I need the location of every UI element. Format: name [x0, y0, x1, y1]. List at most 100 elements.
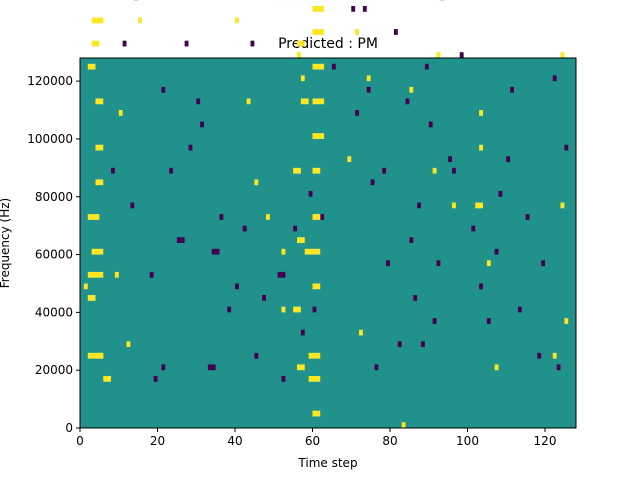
heatmap-cell-low — [460, 52, 464, 58]
heatmap-cell-high — [347, 156, 351, 162]
heatmap-cell-high — [301, 75, 305, 81]
heatmap-cell-high — [409, 87, 413, 93]
heatmap-cell-high — [247, 98, 251, 104]
heatmap-cell-high — [313, 98, 325, 104]
heatmap-cell-low — [518, 307, 522, 313]
y-axis-label: Frequency (Hz) — [0, 198, 12, 289]
heatmap-cell-low — [413, 295, 417, 301]
heatmap-cell-low — [406, 98, 410, 104]
x-tick-label: 0 — [76, 434, 84, 448]
heatmap-cell-high — [313, 411, 321, 417]
heatmap-cell-low — [386, 260, 390, 266]
heatmap-cell-low — [189, 145, 193, 151]
y-tick-label: 80000 — [35, 190, 73, 204]
heatmap-cell-high — [475, 203, 483, 209]
heatmap-cell-low — [154, 376, 158, 382]
chart-title: Predicted : PM — [278, 36, 378, 52]
heatmap-cell-high — [115, 272, 119, 278]
heatmap-cell-low — [537, 353, 541, 359]
heatmap-cell-low — [185, 41, 189, 47]
heatmap-cell-high — [96, 98, 104, 104]
heatmap-cell-low — [196, 98, 200, 104]
heatmap-cell-high — [92, 41, 100, 47]
x-tick-label: 40 — [227, 434, 242, 448]
y-tick-label: 120000 — [27, 74, 73, 88]
heatmap-cell-high — [103, 376, 111, 382]
heatmap-cell-high — [553, 353, 557, 359]
heatmap-cell-low — [161, 87, 165, 93]
heatmap-cell-high — [564, 318, 568, 324]
heatmap-cell-high — [313, 6, 325, 12]
heatmap-cell-high — [355, 29, 359, 35]
y-tick-label: 0 — [65, 421, 73, 435]
heatmap-cell-high — [309, 353, 321, 359]
heatmap-cell-high — [297, 41, 305, 47]
heatmap-cell-high — [92, 18, 104, 24]
heatmap-cell-low — [371, 179, 375, 185]
heatmap-cell-low — [557, 364, 561, 370]
heatmap-cell-high — [293, 307, 301, 313]
heatmap-cell-low — [320, 214, 324, 220]
heatmap-cell-low — [394, 29, 398, 35]
heatmap-cell-low — [367, 87, 371, 93]
heatmap-cell-low — [235, 283, 239, 289]
heatmap-cell-low — [487, 318, 491, 324]
heatmap-cell-low — [212, 249, 220, 255]
heatmap-cell-high — [561, 203, 565, 209]
x-tick-label: 120 — [534, 434, 557, 448]
heatmap-cell-high — [88, 272, 104, 278]
heatmap-cell-low — [200, 122, 204, 128]
heatmap-cell-high — [254, 179, 258, 185]
heatmap-cell-low — [262, 295, 266, 301]
heatmap-cell-high — [282, 307, 286, 313]
heatmap-cell-high — [452, 203, 456, 209]
heatmap-cell-high — [84, 283, 88, 289]
heatmap-cell-low — [471, 226, 475, 232]
heatmap-cell-high — [437, 52, 441, 58]
heatmap-cell-low — [433, 318, 437, 324]
heatmap-cell-high — [313, 283, 321, 289]
heatmap-cell-low — [111, 168, 115, 174]
heatmap-cell-low — [541, 260, 545, 266]
x-tick-label: 80 — [382, 434, 397, 448]
heatmap-cell-high — [309, 376, 321, 382]
heatmap-cell-low — [293, 226, 297, 232]
heatmap-cell-low — [363, 6, 367, 12]
x-axis-label: Time step — [297, 456, 357, 470]
y-tick-label: 40000 — [35, 305, 73, 319]
heatmap-cell-high — [138, 18, 142, 24]
heatmap-cell-low — [130, 203, 134, 209]
heatmap-cell-low — [123, 41, 127, 47]
x-tick-label: 20 — [150, 434, 165, 448]
heatmap-cell-low — [351, 6, 355, 12]
heatmap-cell-low — [278, 272, 286, 278]
heatmap-cell-high — [433, 168, 437, 174]
heatmap-cell-high — [297, 364, 305, 370]
heatmap-cell-high — [495, 364, 499, 370]
heatmap-cell-low — [375, 364, 379, 370]
heatmap-cell-low — [452, 168, 456, 174]
heatmap-cell-low — [243, 226, 247, 232]
heatmap-cell-low — [479, 283, 483, 289]
heatmap-cell-low — [499, 191, 503, 197]
heatmap-cell-high — [313, 64, 325, 70]
heatmap-cell-high — [293, 168, 301, 174]
heatmap-cell-low — [429, 122, 433, 128]
heatmap-cell-low — [417, 203, 421, 209]
heatmap-cell-high — [119, 110, 123, 116]
heatmap-cell-high — [479, 145, 483, 151]
heatmap-cell-low — [421, 341, 425, 347]
heatmap-cell-low — [553, 75, 557, 81]
heatmap-cell-high — [96, 145, 104, 151]
heatmap-cell-low — [150, 272, 154, 278]
heatmap-cell-high — [313, 214, 321, 220]
heatmap-cell-low — [301, 330, 305, 336]
heatmap-cell-low — [220, 214, 224, 220]
x-tick-label: 60 — [305, 434, 320, 448]
heatmap-cell-high — [313, 249, 321, 255]
heatmap-cell-low — [177, 237, 185, 243]
